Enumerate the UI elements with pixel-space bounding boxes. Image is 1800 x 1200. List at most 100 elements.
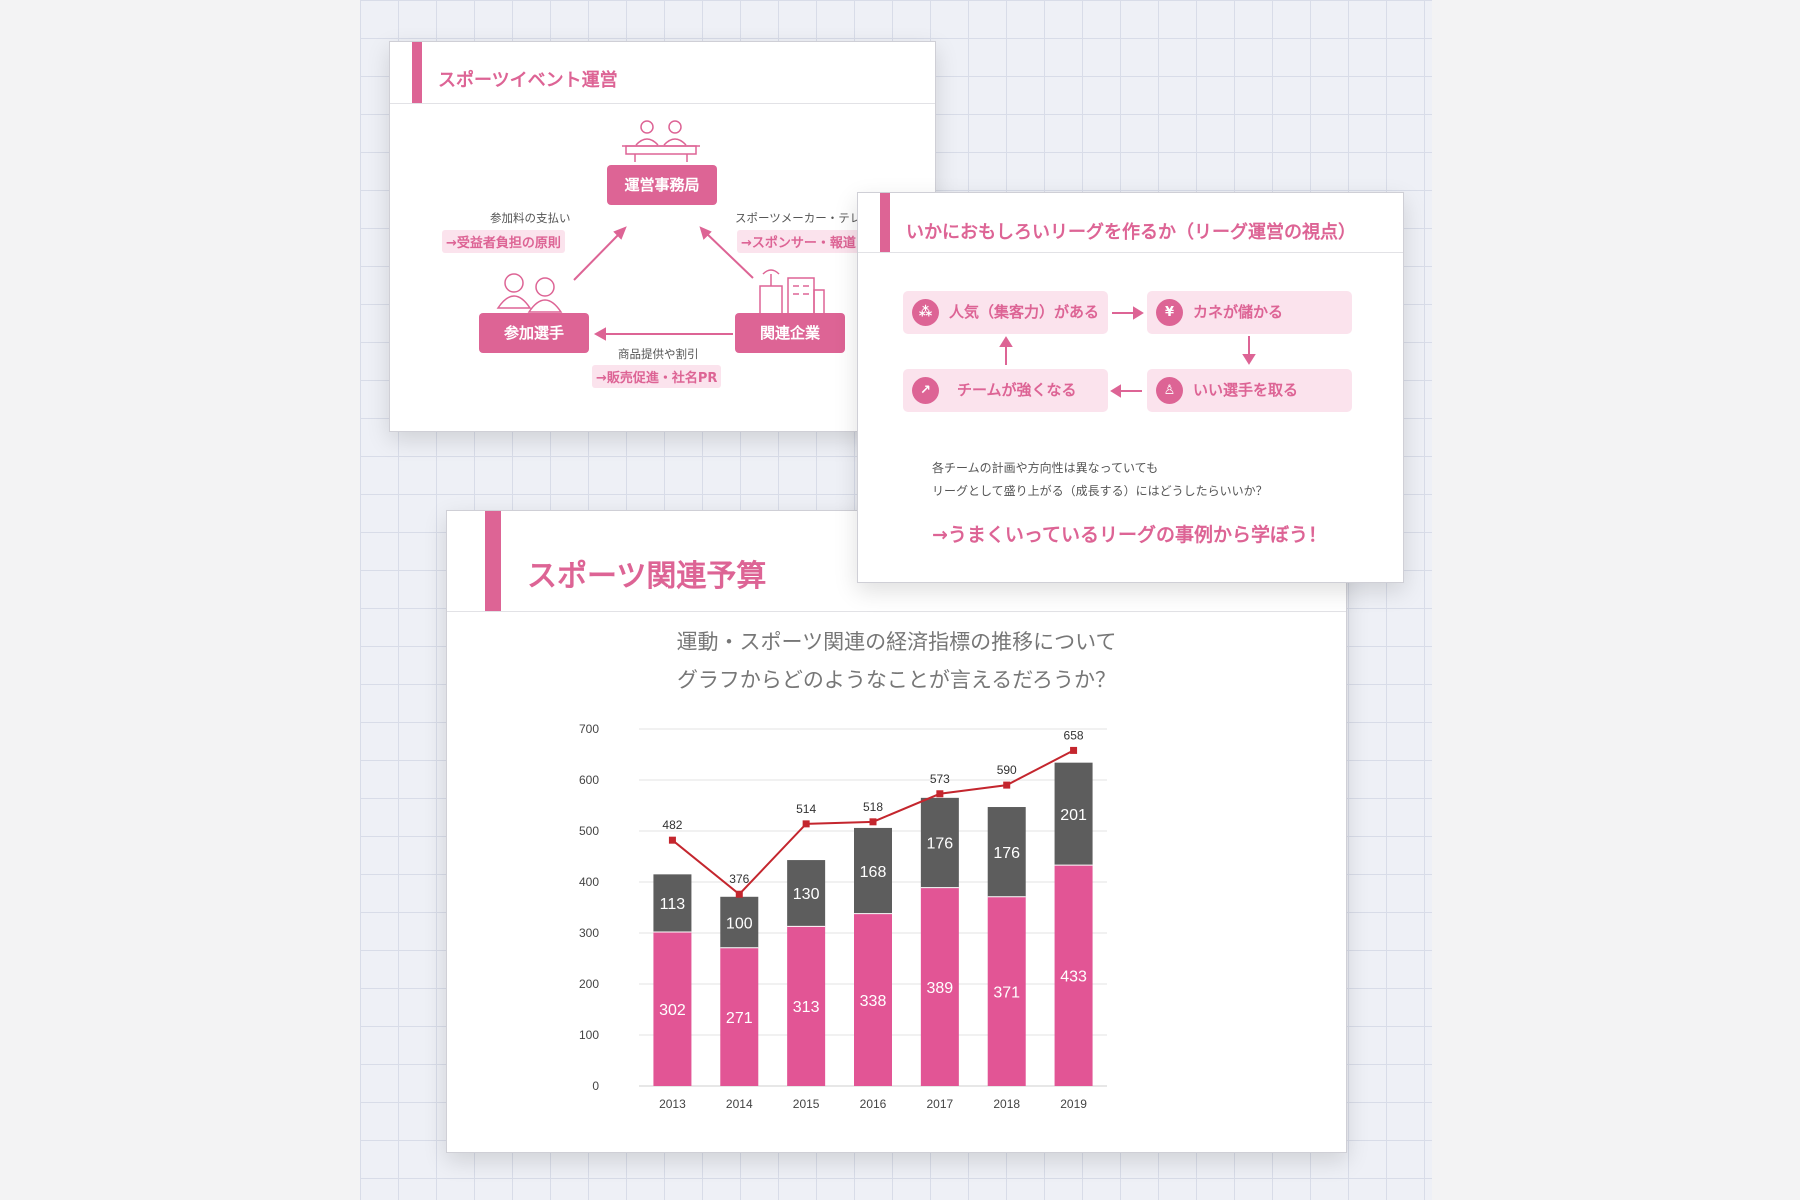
relationship-diagram (496, 120, 825, 341)
beneficiary-pays-highlight: →受益者負担の原則 (442, 230, 565, 253)
cycle-popular: ⁂ 人気（集客力）がある (903, 291, 1108, 334)
bar-segment-gray (854, 827, 892, 914)
product-discount-note: 商品提供や割引 (618, 347, 699, 361)
data-label-pink: 302 (659, 1002, 686, 1019)
clipped-note-area: スポーツメーカー・テレ →スポンサー・報道 (735, 202, 935, 262)
office-box: 運営事務局 (607, 165, 717, 205)
cycle-good-players: ♙ いい選手を取る (1147, 369, 1352, 412)
slide-title: スポーツイベント運営 (438, 70, 618, 91)
bar-segment-pink (720, 947, 759, 1086)
line-marker (869, 818, 877, 826)
cycle-label: いい選手を取る (1193, 381, 1299, 399)
data-label-pink: 338 (860, 993, 887, 1010)
bar-segment-gray (653, 874, 692, 932)
slide-league-operation: いかにおもしろいリーグを作るか（リーグ運営の視点） ⁂ 人気（集客力）がある ¥… (857, 192, 1404, 583)
slide-title: スポーツ関連予算 (527, 559, 767, 594)
cycle-arrows (999, 306, 1256, 398)
y-tick-label: 500 (579, 824, 599, 838)
data-label-gray: 168 (860, 864, 887, 881)
slide-sports-budget: スポーツ関連予算 運動・スポーツ関連の経済指標の推移について グラフからどのよう… (446, 510, 1347, 1153)
line-data-label: 482 (662, 818, 682, 832)
arrow-head (1133, 306, 1144, 320)
header-divider (390, 103, 935, 104)
trend-up-icon: ↗ (912, 377, 939, 404)
data-label-pink: 389 (927, 980, 954, 997)
y-tick-label: 200 (579, 977, 599, 991)
slide-title: いかにおもしろいリーグを作るか（リーグ運営の視点） (906, 222, 1356, 243)
y-tick-label: 0 (592, 1079, 599, 1093)
companies-box: 関連企業 (735, 313, 845, 353)
x-tick-label: 2013 (659, 1097, 686, 1111)
line-marker (802, 820, 810, 828)
bar-segment-gray (787, 860, 826, 927)
x-tick-label: 2017 (927, 1097, 954, 1111)
header-divider (858, 252, 1403, 253)
participants-icon (496, 273, 563, 313)
x-tick-label: 2016 (860, 1097, 887, 1111)
x-tick-label: 2015 (793, 1097, 820, 1111)
bar-segment-pink (1054, 865, 1093, 1086)
line-data-label: 514 (796, 802, 816, 816)
arrow-head (593, 327, 606, 341)
cycle-label: チームが強くなる (957, 381, 1077, 399)
y-tick-label: 400 (579, 875, 599, 889)
data-label-gray: 176 (927, 836, 954, 853)
data-label-gray: 201 (1060, 807, 1087, 824)
line-data-label: 658 (1064, 728, 1084, 742)
bar-segment-pink (787, 926, 826, 1086)
participants-box: 参加選手 (479, 313, 589, 353)
line-marker (936, 790, 944, 798)
bar-segment-pink (854, 913, 892, 1086)
cycle-label: カネが儲かる (1193, 303, 1284, 321)
arrow-head (699, 226, 712, 240)
data-label-pink: 271 (726, 1010, 753, 1027)
sponsor-note: スポーツメーカー・テレ (735, 211, 862, 225)
stacked-bar-line-chart: 0 100 200 300 400 500 600 700 302 113 2013 271 100 20… (579, 722, 1107, 1111)
line-marker (1070, 746, 1078, 754)
conclusion-text: →うまくいっているリーグの事例から学ぼう！ (932, 524, 1327, 546)
office-staff-icon (622, 120, 700, 162)
y-tick-label: 700 (579, 722, 599, 736)
data-label-gray: 130 (793, 886, 820, 903)
y-tick-label: 100 (579, 1028, 599, 1042)
sales-promotion-highlight: →販売促進・社名PR (592, 365, 722, 388)
bar-segment-gray (720, 896, 759, 948)
line-marker (1003, 781, 1011, 789)
line-data-label: 376 (729, 872, 749, 886)
participation-fee-note: 参加料の支払い (490, 211, 571, 225)
header-divider (447, 611, 1346, 612)
yen-icon: ¥ (1156, 299, 1183, 326)
arrow-head (1110, 384, 1121, 398)
x-tick-label: 2014 (726, 1097, 753, 1111)
line-marker (735, 890, 743, 898)
x-tick-label: 2018 (993, 1097, 1020, 1111)
data-label-pink: 433 (1060, 969, 1087, 986)
y-tick-label: 600 (579, 773, 599, 787)
slide-header-accent (412, 42, 422, 103)
arrow-companies-to-office (704, 231, 754, 279)
arrow-head (613, 226, 627, 240)
person-icon: ♙ (1156, 377, 1183, 404)
cycle-team-stronger: ↗ チームが強くなる (903, 369, 1108, 412)
line-data-label: 573 (930, 772, 950, 786)
sponsor-highlight: →スポンサー・報道 (737, 230, 860, 253)
arrow-head (1242, 354, 1256, 365)
data-label-pink: 313 (793, 999, 820, 1016)
y-tick-label: 300 (579, 926, 599, 940)
slide-header-accent (880, 193, 890, 252)
arrow-participants-to-office (573, 231, 622, 281)
chart-subtitle-2: グラフからどのようなことが言えるだろうか？ (676, 668, 1117, 692)
bar-segment-gray (1054, 762, 1093, 866)
slide-header-accent (485, 511, 501, 611)
bar-segment-gray (920, 797, 959, 888)
line-marker (668, 836, 676, 844)
bar-segment-pink (653, 931, 692, 1086)
bar-segment-pink (920, 887, 959, 1086)
cycle-profitable: ¥ カネが儲かる (1147, 291, 1352, 334)
line-data-label: 518 (863, 800, 883, 814)
paragraph-line-1: 各チームの計画や方向性は異なっていても (932, 461, 1159, 475)
slide-sports-event-operation: スポーツイベント運営 (389, 41, 936, 432)
cycle-label: 人気（集客力）がある (949, 303, 1100, 321)
people-icon: ⁂ (912, 299, 939, 326)
company-buildings-icon (759, 269, 825, 317)
